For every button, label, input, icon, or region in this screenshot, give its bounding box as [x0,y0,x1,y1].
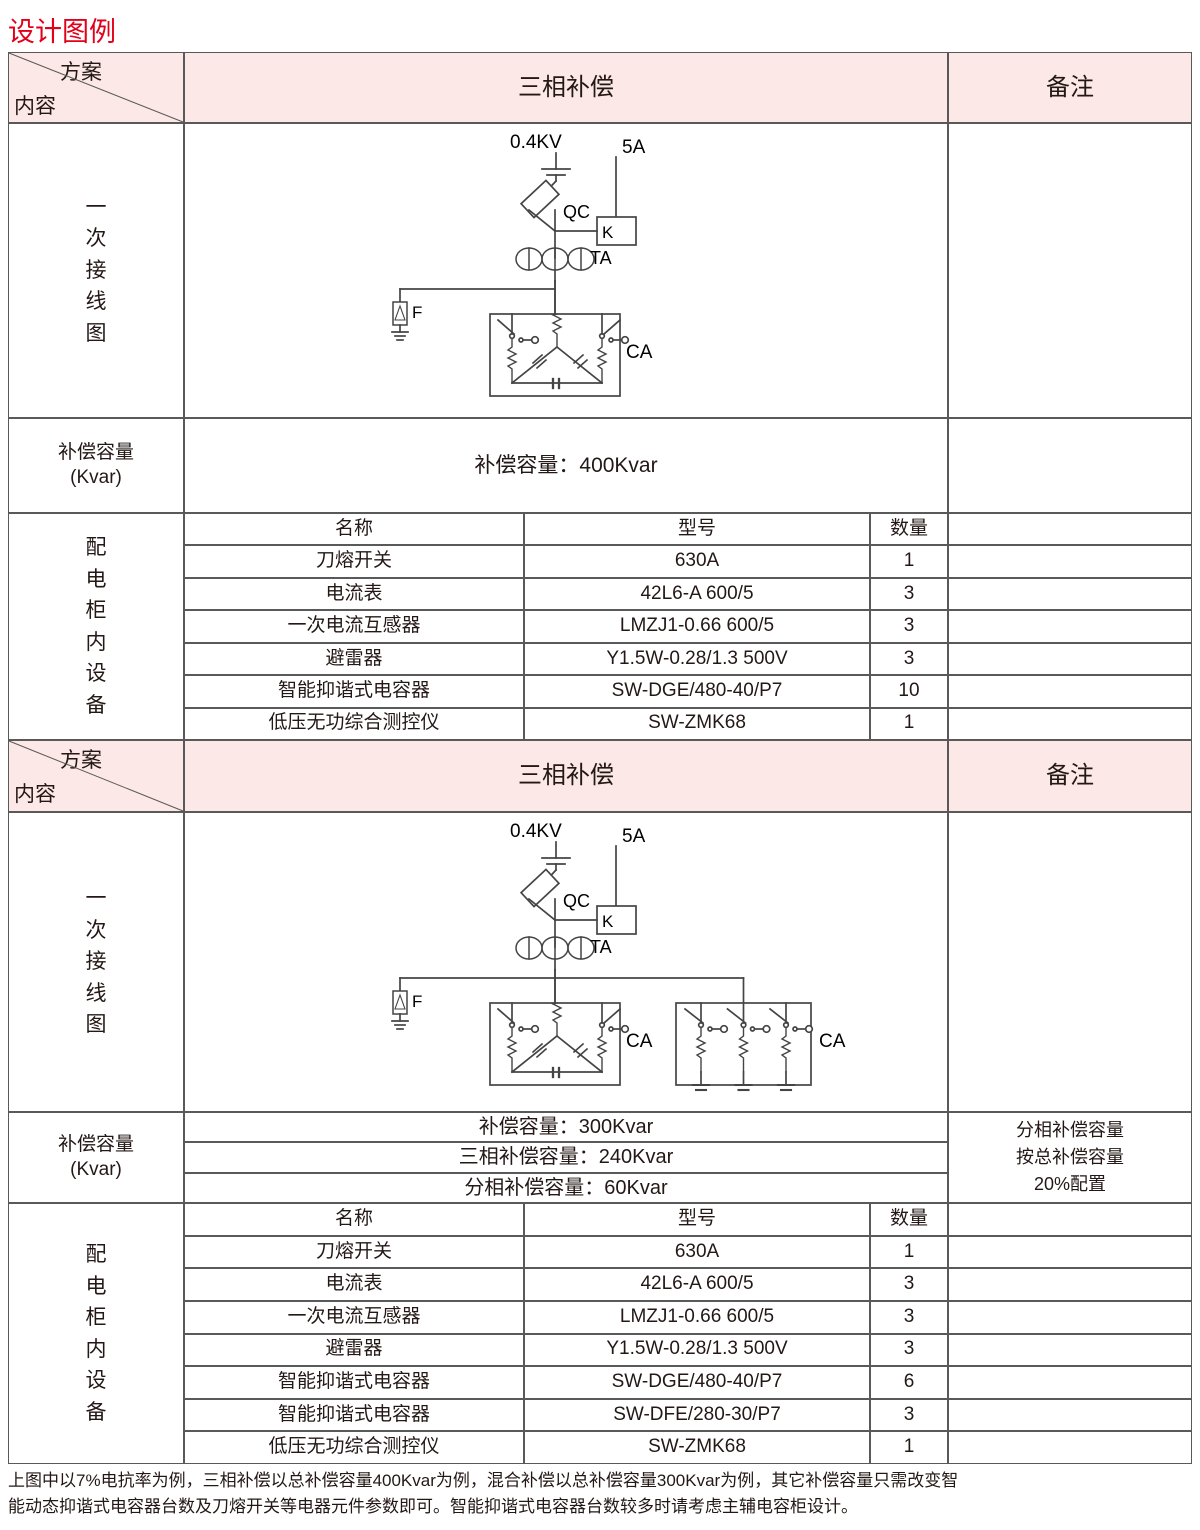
svg-text:CA: CA [626,342,653,363]
svg-text:F: F [412,303,422,322]
svg-text:5A: 5A [622,137,646,158]
svg-text:5A: 5A [622,826,646,847]
svg-text:F: F [412,992,422,1011]
svg-text:K: K [602,223,614,242]
svg-text:K: K [602,912,614,931]
svg-text:QC: QC [563,202,590,222]
svg-text:0.4KV: 0.4KV [510,132,562,153]
svg-text:0.4KV: 0.4KV [510,821,562,842]
svg-text:TA: TA [590,248,612,268]
svg-text:QC: QC [563,891,590,911]
svg-text:CA: CA [626,1031,653,1052]
svg-text:CA: CA [819,1031,846,1052]
svg-text:TA: TA [590,937,612,957]
